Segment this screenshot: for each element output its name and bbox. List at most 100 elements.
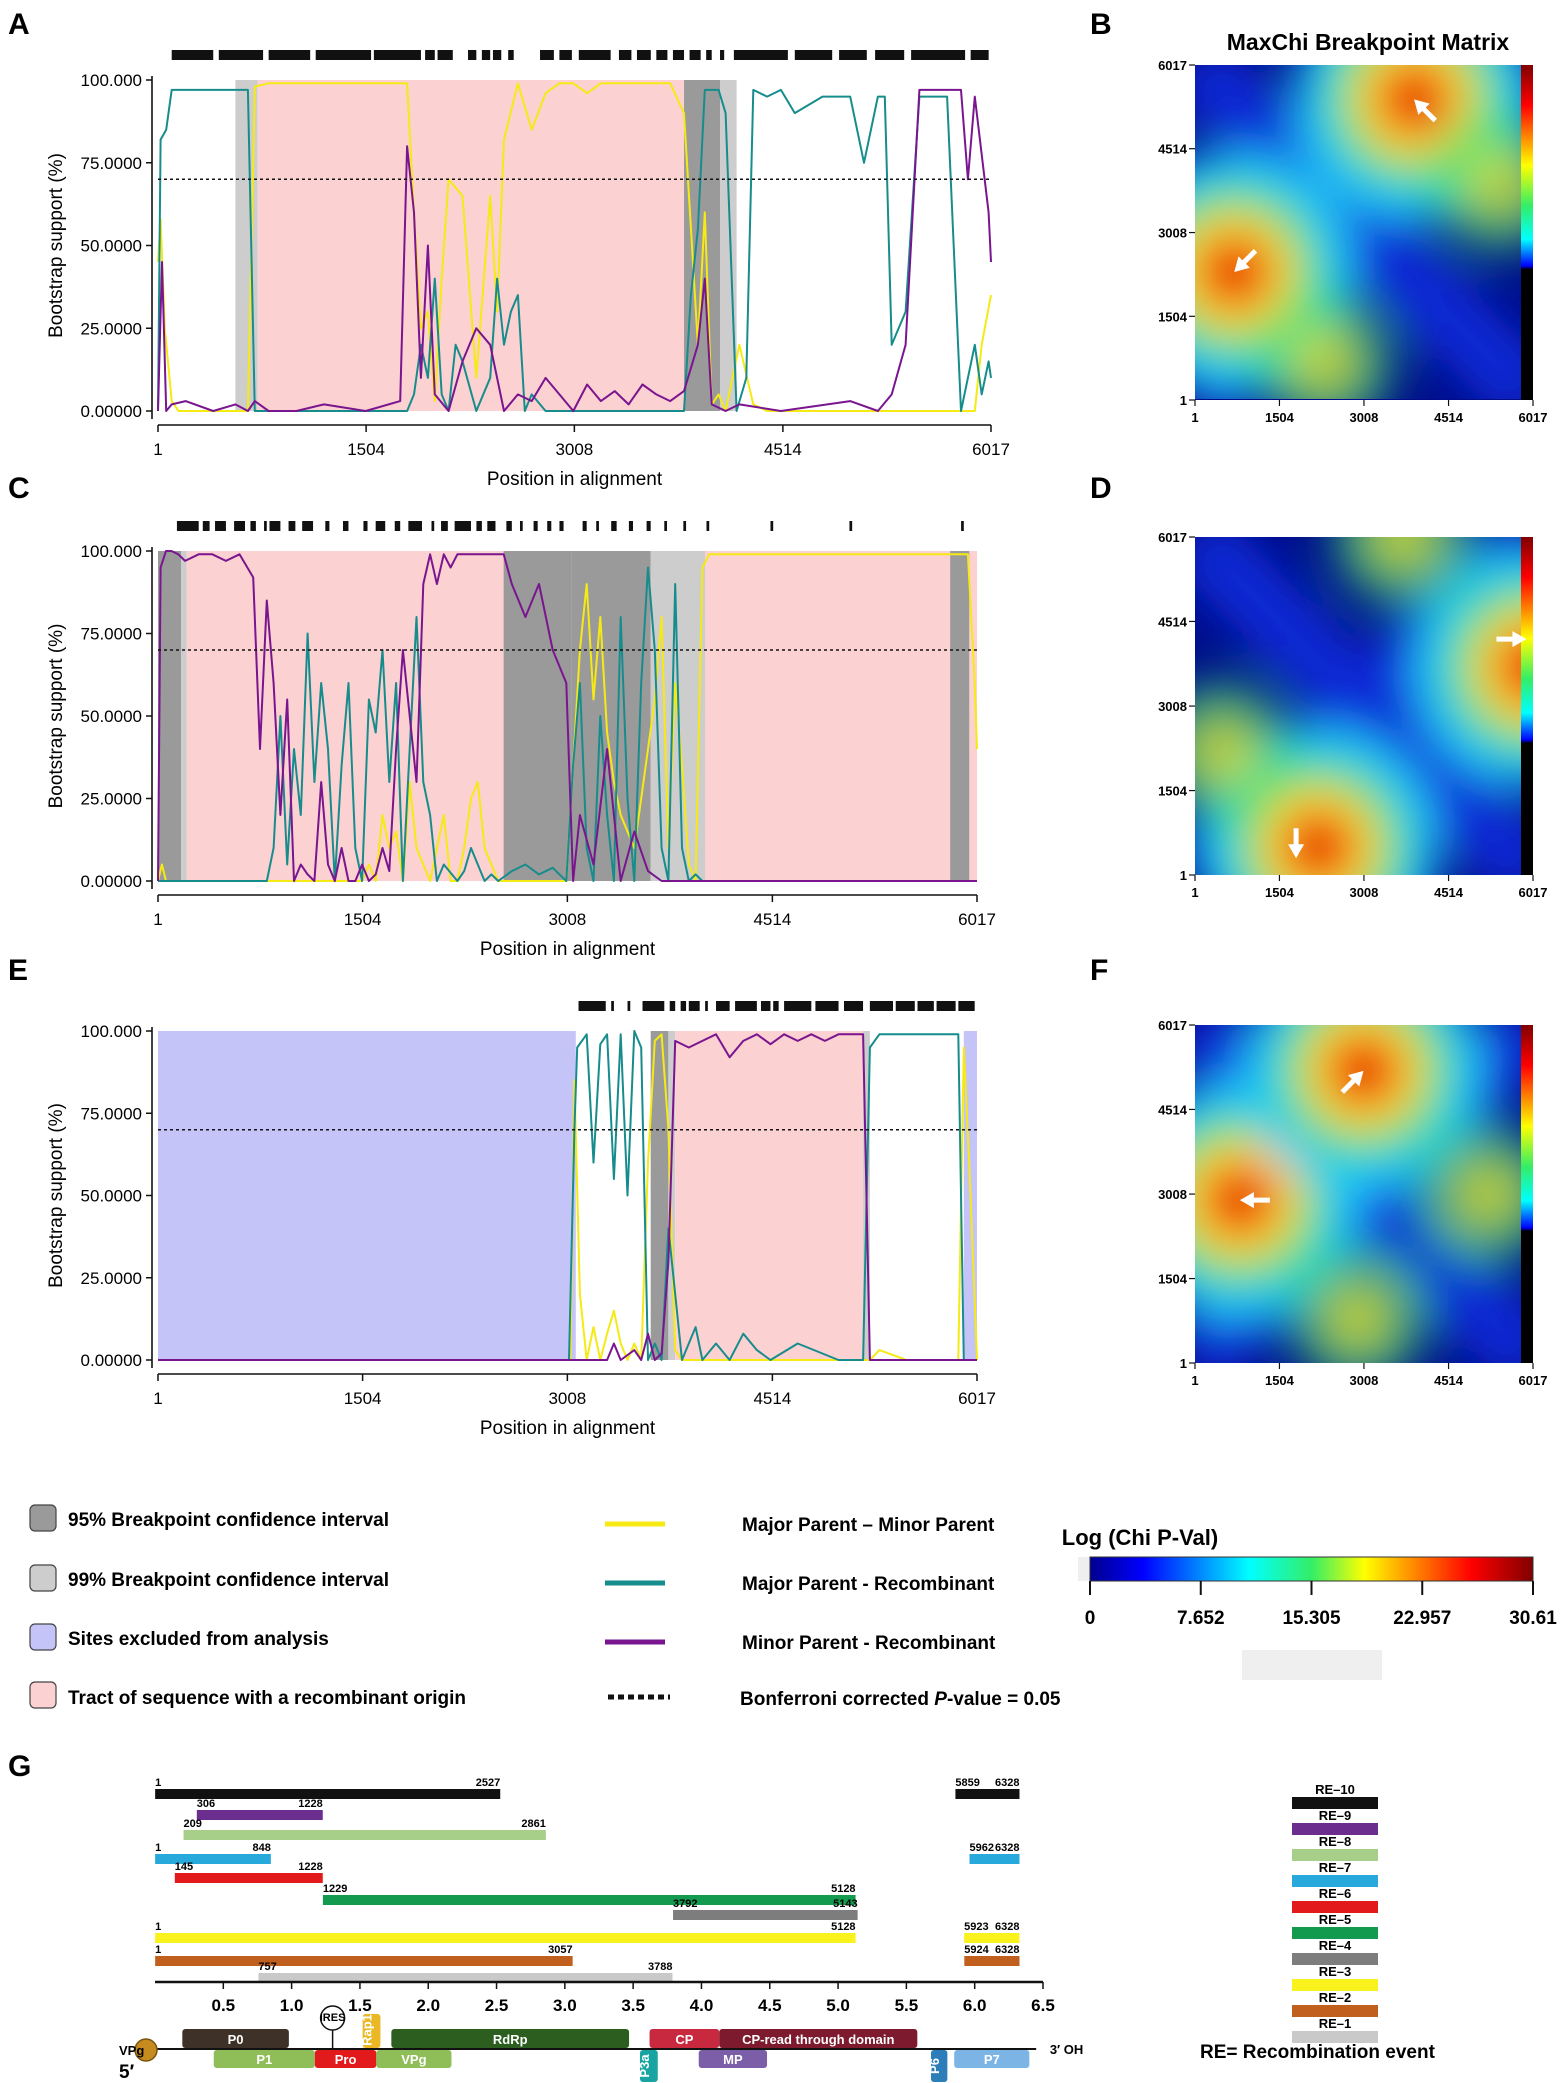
re-legend-label: RE–4 xyxy=(1319,1938,1352,1953)
gene-box-bottom xyxy=(639,2050,658,2082)
re-legend-swatch xyxy=(1292,1927,1378,1939)
heat-y-tick-label: 6017 xyxy=(1158,530,1187,545)
gene-label: Rap1 xyxy=(360,2014,375,2046)
informative-site-bar xyxy=(315,50,372,60)
segment-end-label: 3788 xyxy=(648,1961,672,1973)
colorbar-tick-label: 15.305 xyxy=(1282,1608,1341,1629)
x-axis-title: Position in alignment xyxy=(487,469,663,490)
informative-site-bar xyxy=(611,521,617,531)
region-recombinant xyxy=(675,1031,864,1360)
y-tick-label: 25.0000 xyxy=(81,1269,142,1288)
heat-y-tick-label: 4514 xyxy=(1158,142,1188,157)
y-tick-label: 50.0000 xyxy=(81,1187,142,1206)
heatmap-blobs xyxy=(1195,65,1533,399)
series-line xyxy=(158,1033,977,1361)
informative-site-bar xyxy=(705,1001,708,1011)
region-excluded xyxy=(158,1031,576,1360)
heatmap-title: MaxChi Breakpoint Matrix xyxy=(1227,29,1510,55)
bootstrap-plot-c: 0.00000 25.0000 50.0000 75.0000 100.000 1 1504… xyxy=(46,521,996,960)
gene-box-bottom xyxy=(376,2050,452,2068)
x-tick-label: 6017 xyxy=(958,1389,996,1408)
informative-site-bar xyxy=(559,521,564,531)
x-tick-label: 1 xyxy=(153,910,162,929)
gene-label: CP-read through domain xyxy=(742,2032,894,2047)
bootstrap-plot-e: 0.00000 25.0000 50.0000 75.0000 100.000 1 1504… xyxy=(46,1001,996,1439)
colorbar-title: Log (Chi P-Val) xyxy=(1062,1525,1218,1550)
x-tick-label: 4514 xyxy=(764,440,802,459)
informative-site-bar xyxy=(642,1001,665,1011)
white-arrow-head xyxy=(1347,1070,1364,1087)
panel-label-d: D xyxy=(1090,472,1112,505)
x-tick-label: 1504 xyxy=(347,440,385,459)
informative-site-bar xyxy=(936,1001,956,1011)
heatmap-blobs xyxy=(1195,537,1533,875)
informative-site-bar xyxy=(492,50,502,60)
re-legend-swatch xyxy=(1292,2031,1378,2043)
panel-label-b: B xyxy=(1090,8,1112,41)
informative-site-bar xyxy=(784,1001,812,1011)
informative-site-bar xyxy=(454,521,471,531)
recombination-segment xyxy=(155,1956,573,1966)
informative-site-bar xyxy=(720,50,725,60)
panel-label-c: C xyxy=(8,472,30,505)
heat-y-tick-label: 4514 xyxy=(1158,1102,1188,1117)
segment-start-label: 3792 xyxy=(673,1898,697,1910)
heat-y-tick-label: 6017 xyxy=(1158,1018,1187,1033)
segment-end-label: 6328 xyxy=(995,1842,1019,1854)
vpg-cap xyxy=(134,2038,158,2062)
y-axis-title: Bootstrap support (%) xyxy=(46,624,67,809)
gene-label: CP xyxy=(675,2032,693,2047)
ires-loop xyxy=(319,2005,346,2031)
segment-start-label: 1 xyxy=(155,1842,161,1854)
informative-site-bar xyxy=(917,1001,934,1011)
re-legend-label: RE–9 xyxy=(1319,1808,1352,1823)
segment-end-label: 1228 xyxy=(298,1861,322,1873)
y-tick-label: 100.000 xyxy=(81,542,142,561)
x-tick-label: 3008 xyxy=(548,1389,586,1408)
informative-site-bar xyxy=(582,521,587,531)
heatmap-field xyxy=(1195,1025,1533,1363)
region-ci95 xyxy=(503,551,572,881)
colorbar-tick-label: 7.652 xyxy=(1177,1608,1225,1629)
five-prime-label: 5′ xyxy=(119,2062,135,2083)
informative-site-bar xyxy=(839,50,867,60)
panel-label-g: G xyxy=(8,1750,31,1783)
informative-site-bar xyxy=(343,521,349,531)
informative-site-bar xyxy=(533,521,538,531)
recombination-segment xyxy=(258,1973,673,1983)
informative-site-bar xyxy=(843,1001,864,1011)
panel-label-a: A xyxy=(8,8,30,41)
informative-site-bar xyxy=(688,1001,700,1011)
colorbar-gradient xyxy=(1089,1556,1534,1582)
gene-label: RdRp xyxy=(493,2032,528,2047)
informative-site-bar xyxy=(815,1001,839,1011)
heatmap-scale-strip xyxy=(1521,537,1533,875)
y-tick-label: 75.0000 xyxy=(81,1104,142,1123)
colorbar-blank xyxy=(1242,1650,1382,1680)
heatmap-d: 1 1504 3008 4514 6017 1 1504 3008 4514 6017 xyxy=(1158,530,1547,900)
panel-label-f: F xyxy=(1090,954,1108,987)
y-tick-label: 0.00000 xyxy=(81,872,142,891)
recombination-segment xyxy=(955,1789,1020,1799)
informative-site-bar xyxy=(468,50,477,60)
genome-tick-label: 2.0 xyxy=(416,1996,440,2015)
genome-tick-label: 1.5 xyxy=(348,1996,372,2015)
x-tick-label: 6017 xyxy=(958,910,996,929)
legend-label-major-recomb: Major Parent - Recombinant xyxy=(742,1574,995,1595)
informative-site-bar xyxy=(540,50,554,60)
recombination-segment xyxy=(155,1854,271,1864)
informative-site-bar xyxy=(611,1001,614,1011)
gene-box-bottom xyxy=(314,2050,377,2068)
re-legend-label: RE–8 xyxy=(1319,1834,1352,1849)
recombination-segment xyxy=(964,1956,1020,1966)
segment-start-label: 1229 xyxy=(323,1883,347,1895)
ires-label: IRES xyxy=(320,2012,346,2024)
informative-site-bar xyxy=(628,521,633,531)
colorbar-tick-label: 30.61 xyxy=(1509,1608,1557,1629)
gene-label: P6 xyxy=(927,2058,942,2074)
segment-end-label: 2527 xyxy=(476,1777,500,1789)
heat-y-tick-label: 1504 xyxy=(1158,309,1188,324)
informative-site-bar xyxy=(441,521,448,531)
gene-box-bottom xyxy=(954,2050,1030,2068)
